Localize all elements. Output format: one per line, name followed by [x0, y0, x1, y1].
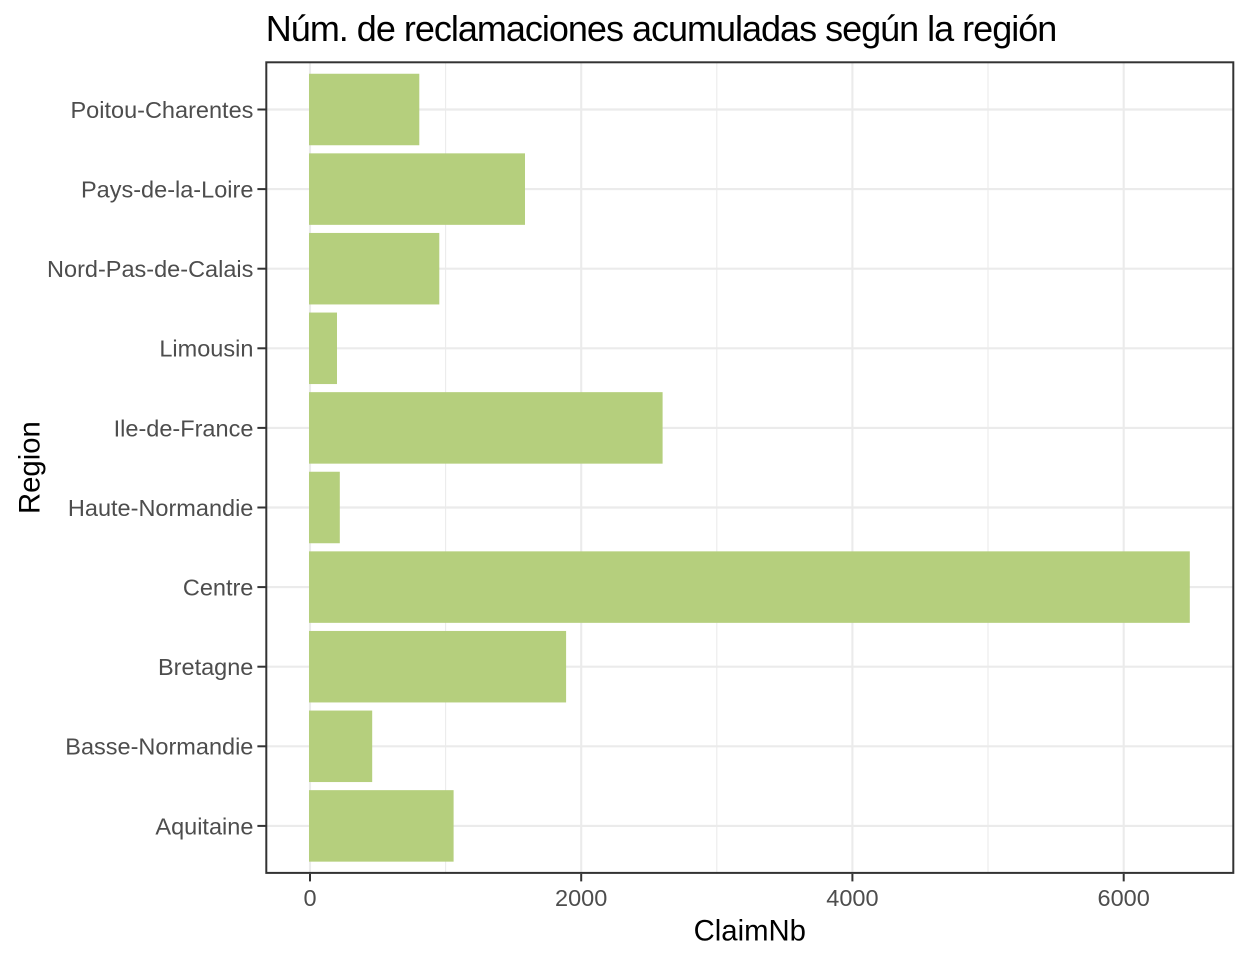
svg-text:Haute-Normandie: Haute-Normandie	[68, 495, 253, 521]
svg-text:2000: 2000	[555, 885, 607, 911]
svg-text:Aquitaine: Aquitaine	[155, 813, 253, 839]
svg-text:Nord-Pas-de-Calais: Nord-Pas-de-Calais	[47, 256, 253, 282]
svg-text:0: 0	[303, 885, 316, 911]
svg-text:Ile-de-France: Ile-de-France	[114, 415, 254, 441]
svg-text:Basse-Normandie: Basse-Normandie	[65, 734, 253, 760]
svg-text:ClaimNb: ClaimNb	[694, 914, 806, 947]
svg-text:Núm. de reclamaciones acumulad: Núm. de reclamaciones acumuladas según l…	[266, 8, 1056, 49]
svg-text:Poitou-Charentes: Poitou-Charentes	[71, 97, 254, 123]
svg-text:Limousin: Limousin	[159, 336, 253, 362]
svg-text:Region: Region	[14, 421, 47, 514]
svg-text:Pays-de-la-Loire: Pays-de-la-Loire	[81, 177, 253, 203]
svg-text:4000: 4000	[826, 885, 878, 911]
svg-text:Centre: Centre	[183, 575, 254, 601]
svg-text:6000: 6000	[1098, 885, 1150, 911]
svg-text:Bretagne: Bretagne	[158, 654, 253, 680]
